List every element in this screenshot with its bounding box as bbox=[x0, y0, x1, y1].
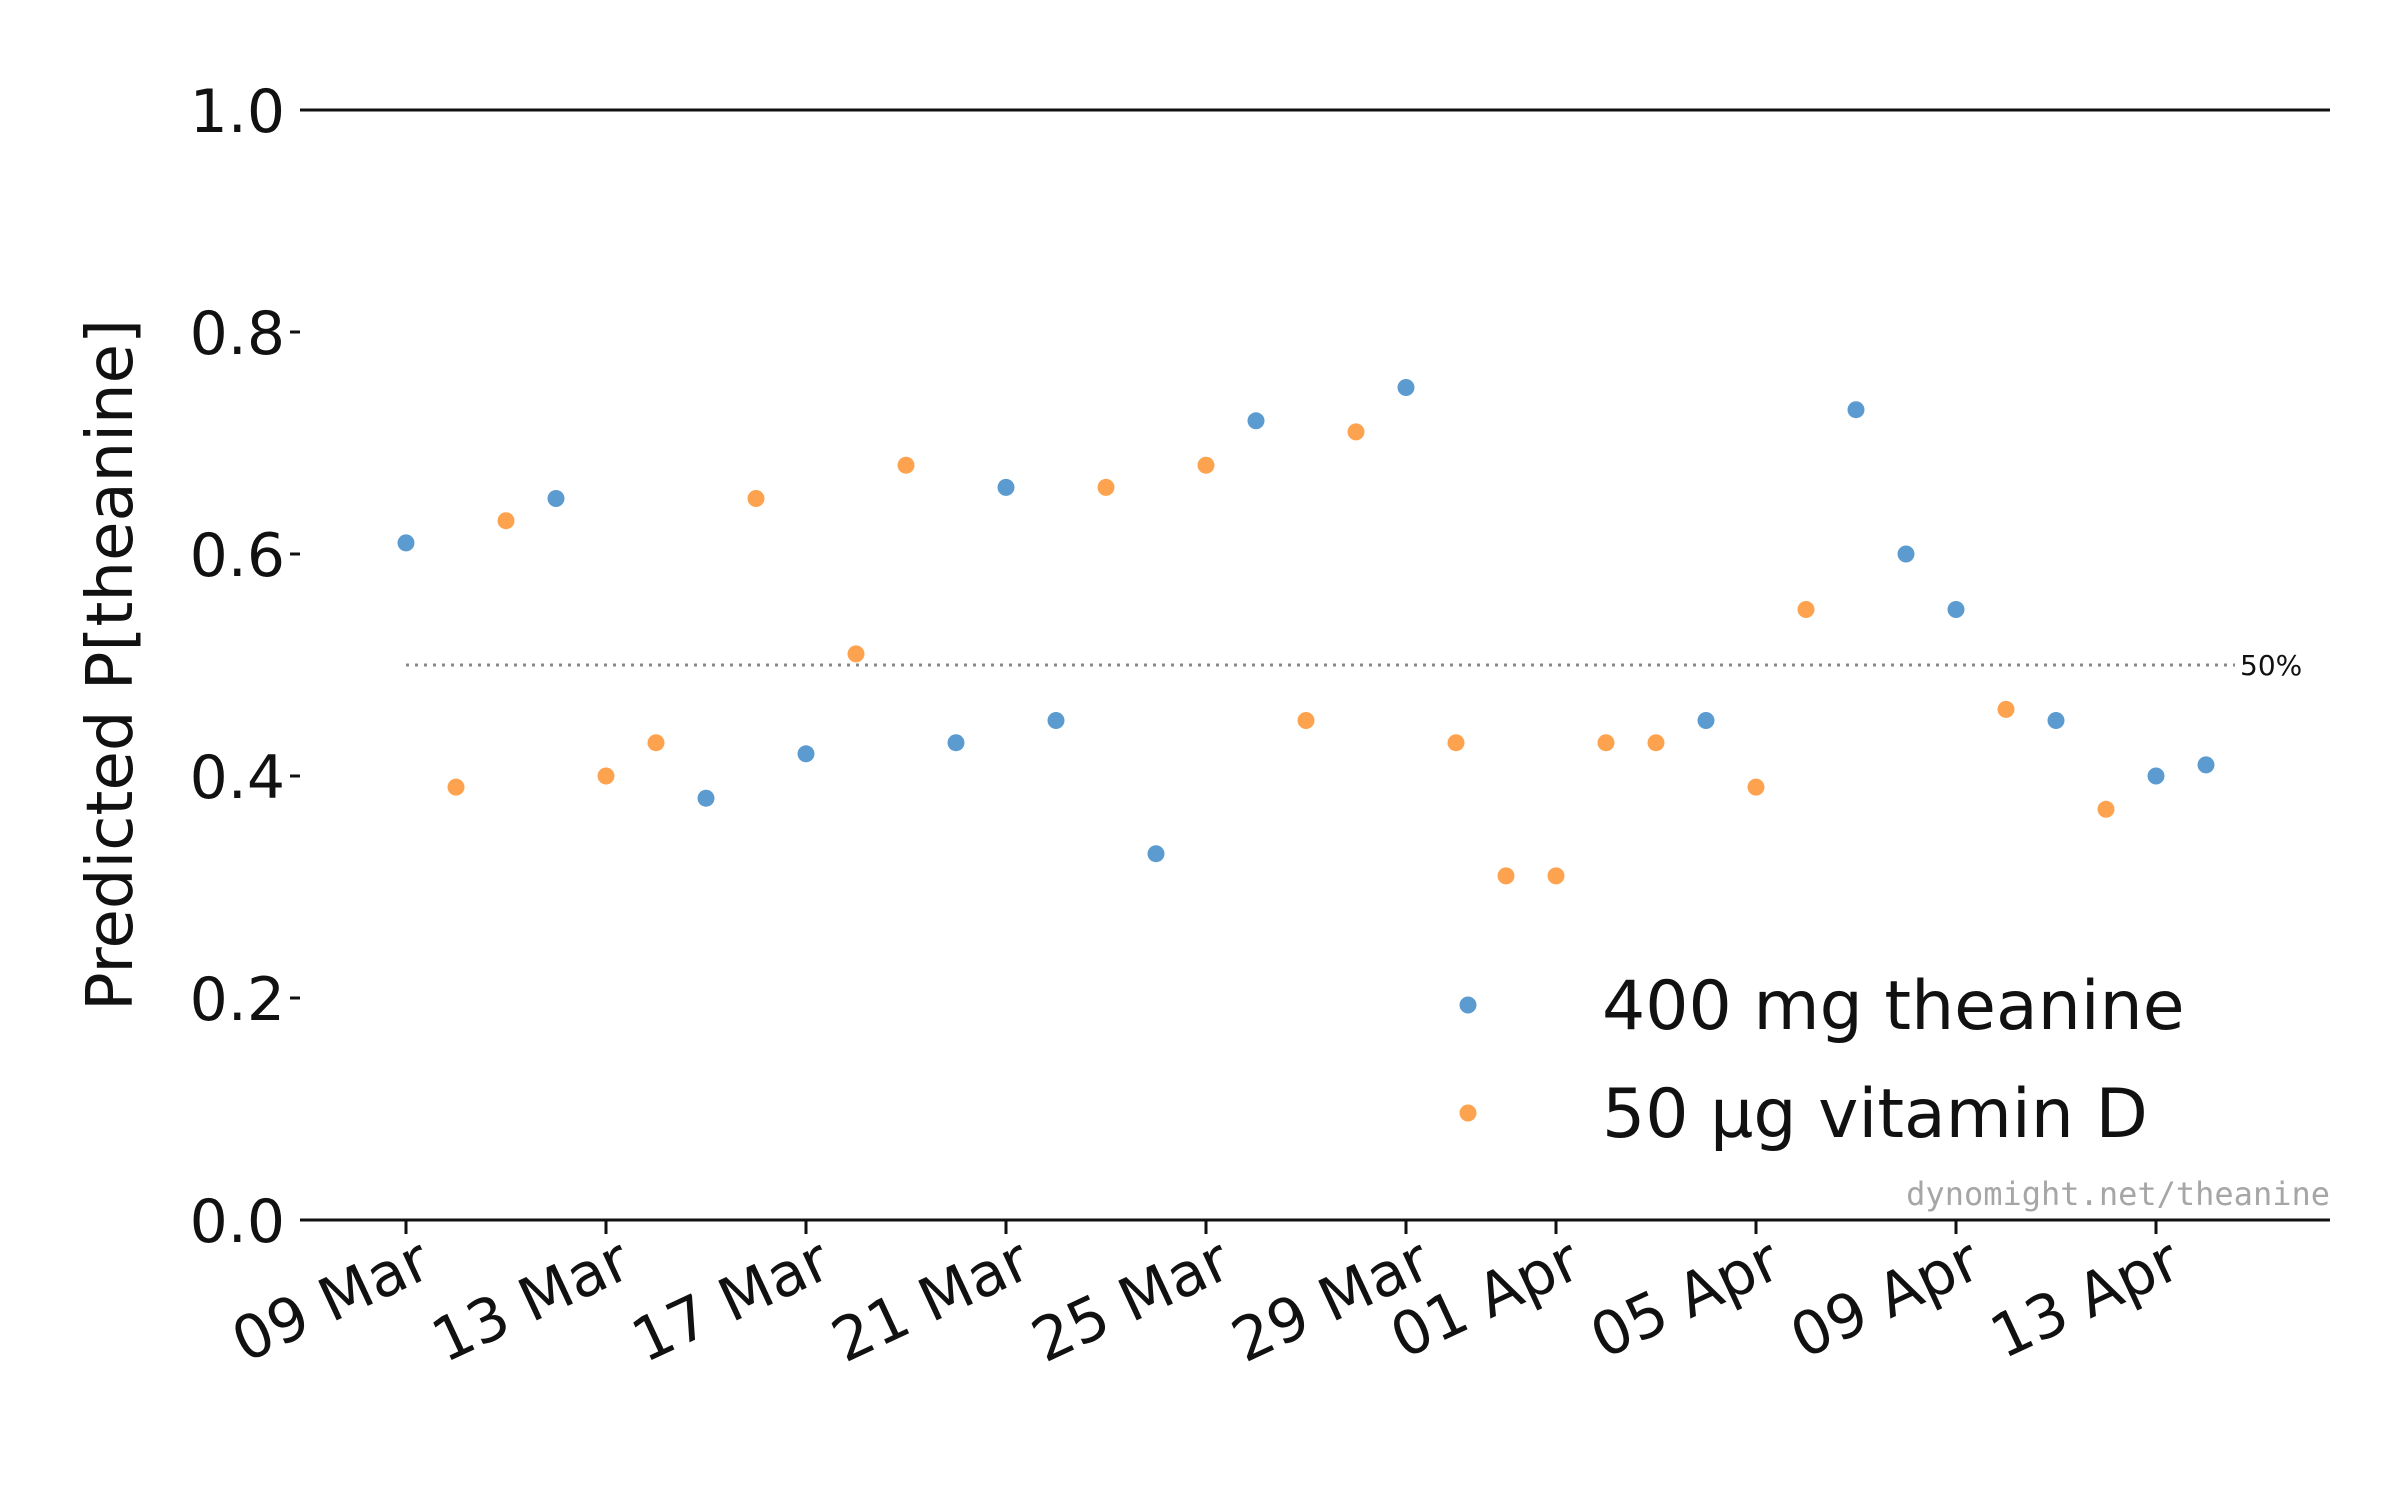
point-series-0 bbox=[947, 734, 965, 752]
reference-line-label: 50% bbox=[2240, 649, 2302, 682]
point-series-1 bbox=[2097, 800, 2115, 818]
legend-marker bbox=[1459, 1104, 1477, 1122]
y-tick-label: 1.0 bbox=[190, 77, 285, 147]
point-series-1 bbox=[497, 512, 515, 530]
point-series-1 bbox=[1747, 778, 1765, 796]
x-tick-label: 13 Apr bbox=[1980, 1225, 2190, 1373]
point-series-0 bbox=[2147, 767, 2165, 785]
credit-text: dynomight.net/theanine bbox=[1906, 1175, 2330, 1213]
point-series-1 bbox=[847, 645, 865, 663]
point-series-1 bbox=[1647, 734, 1665, 752]
x-tick-label: 05 Apr bbox=[1580, 1225, 1790, 1373]
point-series-1 bbox=[1997, 700, 2015, 718]
point-series-1 bbox=[747, 490, 765, 507]
point-series-1 bbox=[1197, 456, 1215, 474]
point-series-1 bbox=[647, 734, 665, 752]
point-series-1 bbox=[597, 767, 615, 785]
y-tick-label: 0.2 bbox=[190, 965, 285, 1035]
x-tick-label: 21 Mar bbox=[822, 1225, 1041, 1377]
point-series-1 bbox=[1597, 734, 1615, 752]
point-series-0 bbox=[1397, 379, 1415, 396]
point-series-1 bbox=[1297, 712, 1315, 729]
point-series-0 bbox=[1947, 601, 1965, 618]
point-series-1 bbox=[447, 778, 465, 796]
point-series-1 bbox=[897, 456, 915, 474]
point-series-0 bbox=[2197, 756, 2215, 774]
x-tick-label: 17 Mar bbox=[622, 1225, 841, 1377]
x-tick-label: 13 Mar bbox=[422, 1225, 641, 1377]
y-axis-title: Predicted P[theanine] bbox=[74, 319, 148, 1011]
point-series-1 bbox=[1547, 867, 1565, 885]
point-series-0 bbox=[2047, 712, 2065, 729]
reference-line-group: 50% bbox=[406, 649, 2302, 682]
y-tick-label: 0.6 bbox=[190, 521, 285, 591]
point-series-0 bbox=[1247, 412, 1265, 430]
x-tick-label: 09 Apr bbox=[1780, 1225, 1990, 1373]
data-points bbox=[397, 379, 2215, 885]
point-series-0 bbox=[547, 490, 565, 507]
y-tick-label: 0.4 bbox=[190, 743, 285, 813]
point-series-0 bbox=[1897, 545, 1915, 563]
point-series-0 bbox=[997, 478, 1015, 496]
legend: 400 mg theanine 50 µg vitamin D bbox=[1459, 967, 2185, 1154]
point-series-1 bbox=[1797, 601, 1815, 618]
point-series-0 bbox=[397, 534, 415, 552]
point-series-1 bbox=[1497, 867, 1515, 885]
legend-marker bbox=[1459, 996, 1477, 1014]
point-series-0 bbox=[797, 745, 815, 763]
legend-label: 400 mg theanine bbox=[1602, 967, 2185, 1046]
x-tick-label: 25 Mar bbox=[1022, 1225, 1241, 1377]
y-tick-label: 0.0 bbox=[190, 1187, 285, 1257]
point-series-0 bbox=[1147, 845, 1165, 863]
y-tick-label: 0.8 bbox=[190, 299, 285, 369]
point-series-1 bbox=[1097, 478, 1115, 496]
point-series-1 bbox=[1347, 423, 1365, 441]
point-series-0 bbox=[1847, 401, 1865, 419]
point-series-0 bbox=[1697, 712, 1715, 729]
point-series-0 bbox=[1047, 712, 1065, 729]
point-series-1 bbox=[1447, 734, 1465, 752]
legend-label: 50 µg vitamin D bbox=[1602, 1075, 2148, 1154]
point-series-0 bbox=[697, 789, 715, 807]
